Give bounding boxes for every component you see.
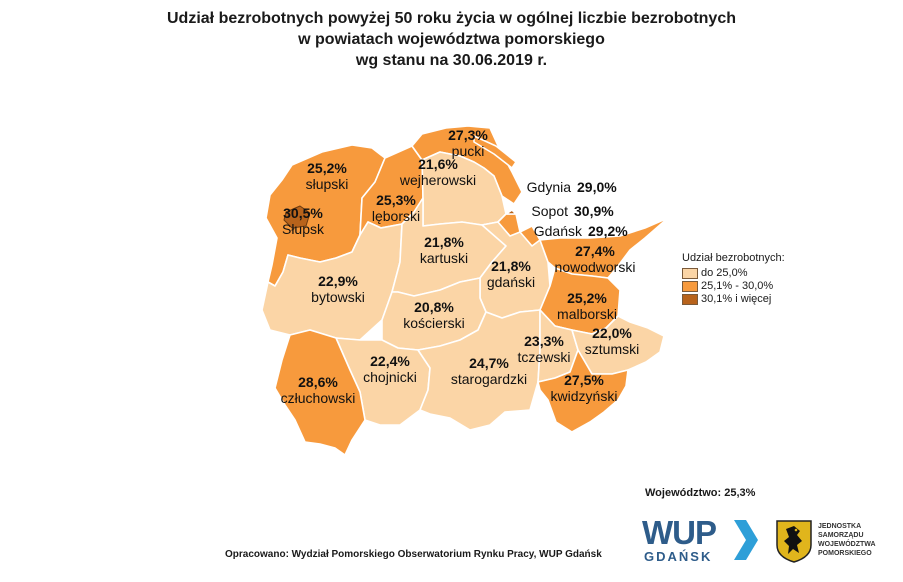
district-value-slupsk: 30,5% (283, 205, 323, 221)
district-value-gdanski: 21,8% (491, 258, 531, 274)
city-value-sopot: 30,9% (574, 203, 614, 219)
district-value-chojnicki: 22,4% (370, 353, 410, 369)
district-name-sztumski: sztumski (585, 341, 639, 357)
district-name-leborski: lęborski (372, 208, 420, 224)
district-name-slupski: słupski (306, 176, 349, 192)
district-name-koscierski: kościerski (403, 315, 464, 331)
district-value-kartuski: 21,8% (424, 234, 464, 250)
district-value-slupski: 25,2% (307, 160, 347, 176)
city-value-gdynia: 29,0% (577, 179, 617, 195)
wup-logo-main: WUP (642, 514, 717, 551)
district-value-wejherowski: 21,6% (418, 156, 458, 172)
district-name-kwidzynski: kwidzyński (551, 388, 618, 404)
district-czluchowski (274, 329, 366, 456)
district-name-bytowski: bytowski (311, 289, 365, 305)
district-pucki-peninsula (473, 135, 517, 169)
district-value-malborski: 25,2% (567, 290, 607, 306)
district-value-tczewski: 23,3% (524, 333, 564, 349)
wup-arrow-icon (734, 520, 758, 560)
district-value-pucki: 27,3% (448, 127, 488, 143)
voivodeship-total: Województwo: 25,3% (645, 487, 756, 499)
crest-caption-line: WOJEWÓDZTWA (818, 541, 876, 548)
district-value-kwidzynski: 27,5% (564, 372, 604, 388)
district-name-kartuski: kartuski (420, 250, 468, 266)
title-line-3: wg stanu na 30.06.2019 r. (355, 52, 548, 69)
district-value-bytowski: 22,9% (318, 273, 358, 289)
district-value-czluchowski: 28,6% (298, 374, 338, 390)
legend: Udział bezrobotnych: do 25,0% 25,1% - 30,… (682, 252, 785, 306)
district-value-leborski: 25,3% (376, 192, 416, 208)
city-gdynia (497, 213, 521, 237)
district-starogardzki (417, 309, 541, 431)
legend-label: 30,1% i więcej (701, 293, 772, 305)
title-line-1: Udział bezrobotnych powyżej 50 roku życi… (167, 10, 736, 27)
district-name-nowodworski: nowodworski (555, 259, 636, 275)
district-kwidzynski (537, 349, 629, 433)
district-name-starogardzki: starogardzki (451, 371, 527, 387)
city-value-gdansk: 29,2% (588, 223, 628, 239)
source-note: Opracowano: Wydział Pomorskiego Obserwat… (225, 549, 602, 560)
griffin-crest-icon (776, 520, 812, 563)
crest-caption-line: POMORSKIEGO (818, 550, 872, 557)
title-line-2: w powiatach województwa pomorskiego (298, 31, 605, 48)
legend-item: 30,1% i więcej (682, 293, 785, 306)
wup-logo: WUP GDAŃSK (642, 516, 762, 566)
legend-item: 25,1% - 30,0% (682, 280, 785, 293)
district-value-sztumski: 22,0% (592, 325, 632, 341)
district-name-gdanski: gdański (487, 274, 535, 290)
legend-item: do 25,0% (682, 267, 785, 280)
legend-label: do 25,0% (701, 267, 748, 279)
district-name-czluchowski: człuchowski (281, 390, 356, 406)
city-name-gdansk: Gdańsk (534, 223, 583, 239)
city-name-sopot: Sopot (531, 203, 568, 219)
city-slupsk (283, 205, 311, 229)
wup-logo-sub: GDAŃSK (644, 549, 713, 564)
city-name-gdynia: Gdynia (527, 179, 572, 195)
legend-title: Udział bezrobotnych: (682, 252, 785, 264)
legend-label: 25,1% - 30,0% (701, 280, 774, 292)
legend-swatch (682, 268, 698, 279)
crest-caption-line: JEDNOSTKA (818, 523, 862, 530)
map-title: Udział bezrobotnych powyżej 50 roku życi… (0, 8, 903, 71)
city-sopot (505, 209, 517, 215)
legend-swatch (682, 294, 698, 305)
district-name-malborski: malborski (557, 306, 617, 322)
crest-caption-line: SAMORZĄDU (818, 532, 864, 539)
district-name-wejherowski: wejherowski (399, 172, 476, 188)
district-name-chojnicki: chojnicki (363, 369, 417, 385)
city-gdansk (519, 225, 541, 247)
district-name-slupsk: Słupsk (282, 221, 325, 237)
district-value-koscierski: 20,8% (414, 299, 454, 315)
district-name-tczewski: tczewski (518, 349, 571, 365)
district-name-pucki: pucki (452, 143, 485, 159)
crest-caption: JEDNOSTKA SAMORZĄDU WOJEWÓDZTWA POMORSKI… (818, 522, 876, 558)
legend-swatch (682, 281, 698, 292)
district-value-starogardzki: 24,7% (469, 355, 509, 371)
district-value-nowodworski: 27,4% (575, 243, 615, 259)
